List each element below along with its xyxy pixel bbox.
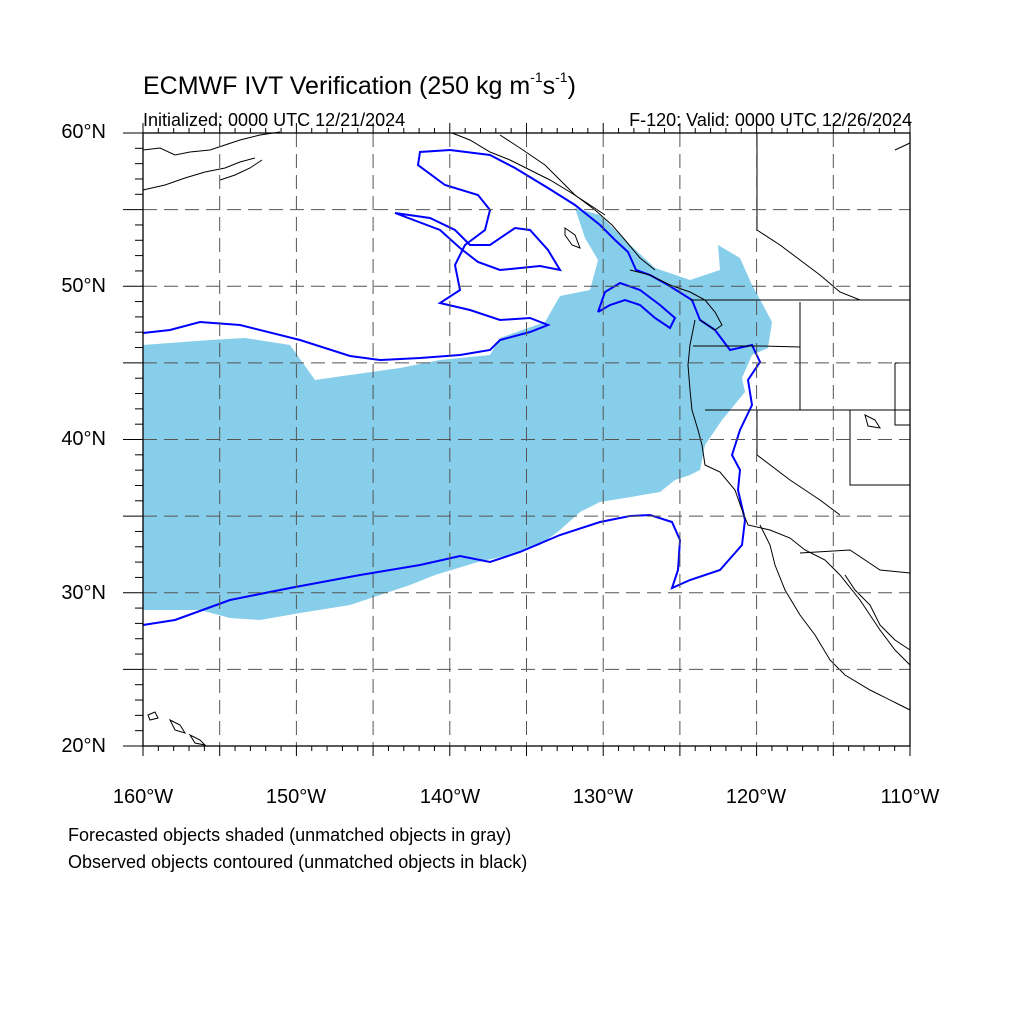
lon-label-130w: 130°W [572,786,634,808]
map-title: ECMWF IVT Verification (250 kg m-1s-1) [143,69,576,100]
lon-label-120w: 120°W [725,786,787,808]
forecast-legend-note: Forecasted objects shaded (unmatched obj… [68,825,512,845]
observed-object-coast-loop [597,281,677,330]
lat-label-50n: 50°N [61,275,106,297]
observed-legend-note: Observed objects contoured (unmatched ob… [68,852,528,872]
map-grid [143,133,910,746]
map-ticks [123,123,911,756]
lon-label-160w: 160°W [112,786,174,808]
lat-label-40n: 40°N [61,428,106,450]
valid-time: F-120: Valid: 0000 UTC 12/26/2024 [629,110,912,130]
forecast-object [143,208,772,620]
observed-object-inner-loop [394,212,563,272]
initialized-time: Initialized: 0000 UTC 12/21/2024 [143,110,406,130]
lat-label-60n: 60°N [61,121,106,143]
lat-label-30n: 30°N [61,582,106,604]
lon-label-140w: 140°W [419,786,481,808]
observed-object-contour [142,148,762,626]
lon-label-110w: 110°W [880,786,940,808]
lon-label-150w: 150°W [265,786,327,808]
lat-label-20n: 20°N [61,735,106,757]
